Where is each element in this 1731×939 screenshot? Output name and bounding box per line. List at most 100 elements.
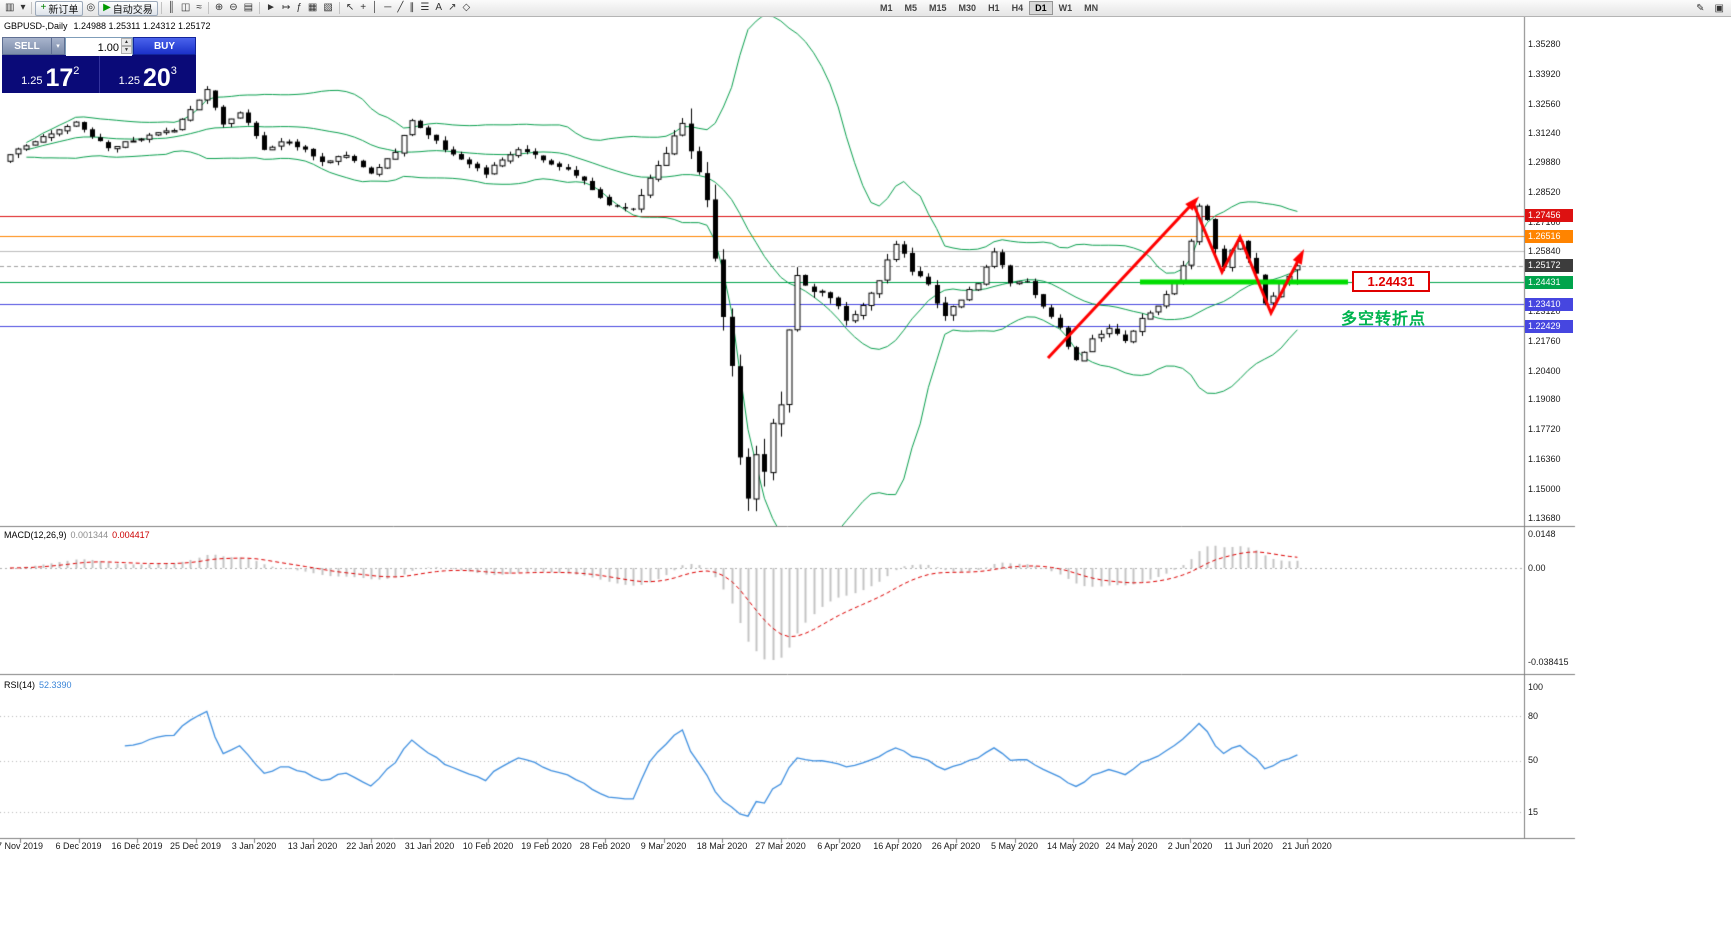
timeframe-m15[interactable]: M15 (923, 1, 953, 15)
sell-price-button[interactable]: 1.25 17 2 (2, 55, 100, 93)
date-label: 5 May 2020 (990, 841, 1039, 851)
auto-scroll-icon[interactable]: ► (263, 1, 279, 16)
timeframe-m5[interactable]: M5 (899, 1, 924, 15)
macd-indicator-label: MACD(12,26,9) 0.001344 0.004417 (4, 530, 150, 540)
fibonacci-icon[interactable]: ☰ (417, 1, 432, 16)
volume-field: ▲ ▼ (65, 37, 133, 56)
crosshair-icon[interactable]: + (357, 1, 369, 16)
edit-toolbar-icon: ✎ (1696, 2, 1705, 14)
date-label: 9 Mar 2020 (640, 841, 687, 851)
timeframe-toolbar: M1 M5 M15 M30 H1 H4 D1 W1 MN (874, 1, 1104, 15)
timeframe-m30[interactable]: M30 (953, 1, 983, 15)
chevron-down-icon: ▾ (56, 43, 60, 50)
macd-scale-label: 0.00 (1528, 563, 1546, 573)
date-label: 16 Dec 2019 (111, 841, 163, 851)
price-tag: 1.25172 (1525, 259, 1573, 273)
order-options-button[interactable]: ▾ (52, 37, 65, 55)
edit-toolbar-icon[interactable]: ✎ (1693, 1, 1707, 16)
timeframe-h4[interactable]: H4 (1006, 1, 1030, 15)
cursor-icon[interactable]: ↖ (343, 1, 357, 16)
rsi-scale-label: 80 (1528, 711, 1539, 721)
new-order-button-label: 新订单 (48, 4, 79, 16)
timeframe-m1[interactable]: M1 (874, 1, 899, 15)
zoom-in-icon[interactable]: ⊕ (212, 1, 226, 16)
price-axis-label: 1.32560 (1528, 98, 1561, 109)
date-label: 11 Jun 2020 (1224, 841, 1273, 851)
horizontal-line-icon: ─ (384, 2, 392, 13)
text-tool-icon[interactable]: A (432, 1, 445, 16)
turning-point-annotation[interactable]: 多空转折点 (1341, 311, 1427, 328)
sell-button[interactable]: SELL (2, 37, 52, 55)
bar-chart-icon: ║ (167, 2, 175, 13)
date-label: 14 May 2020 (1046, 841, 1100, 851)
horizontal-line-icon[interactable]: ─ (381, 1, 394, 16)
zoom-out-icon: ⊖ (229, 2, 238, 13)
trendline-icon[interactable]: ╱ (394, 1, 406, 16)
candlestick-chart-icon[interactable]: ◫ (178, 1, 193, 16)
rsi-value: 52.3390 (39, 680, 72, 690)
price-level-callout[interactable]: 1.24431 (1352, 271, 1430, 292)
date-label: 7 Nov 2019 (0, 841, 44, 851)
buy-price-pip: 3 (170, 65, 177, 77)
line-chart-icon[interactable]: ≈ (193, 1, 205, 16)
panels-icon[interactable]: ▣ (1712, 1, 1727, 16)
indicators-icon[interactable]: ƒ (293, 1, 305, 16)
shapes-icon[interactable]: ◇ (459, 1, 473, 16)
rsi-scale-label: 15 (1528, 807, 1539, 817)
new-order-button[interactable]: + 新订单 (35, 0, 84, 16)
shapes-icon: ◇ (462, 2, 471, 13)
price-axis-label: 1.13680 (1528, 512, 1561, 523)
timeframe-w1[interactable]: W1 (1053, 1, 1079, 15)
price-axis-label: 1.16360 (1528, 454, 1561, 465)
chart-title: GBPUSD-,Daily 1.24988 1.25311 1.24312 1.2… (4, 21, 210, 31)
timeframe-h1[interactable]: H1 (982, 1, 1006, 15)
tile-windows-icon[interactable]: ▤ (241, 1, 256, 16)
one-click-controls: SELL ▾ ▲ ▼ BUY (2, 37, 196, 56)
templates-icon[interactable]: ▧ (320, 1, 335, 16)
macd-main-value: 0.001344 (70, 530, 109, 540)
chart-profiles-chevron-icon[interactable]: ▾ (17, 1, 28, 16)
date-label: 16 Apr 2020 (873, 841, 922, 851)
price-tag: 1.23410 (1525, 297, 1573, 311)
indicators-icon: ƒ (296, 2, 302, 13)
date-label: 19 Feb 2020 (521, 841, 572, 851)
fibonacci-icon: ☰ (420, 2, 430, 13)
objects-list-icon[interactable]: ▦ (305, 1, 320, 16)
price-axis-label: 1.25840 (1528, 246, 1561, 257)
buy-button[interactable]: BUY (133, 37, 196, 55)
price-tag: 1.24431 (1525, 275, 1573, 289)
vertical-line-icon[interactable]: │ (369, 1, 381, 16)
toolbar-separator (160, 2, 162, 14)
bar-chart-icon[interactable]: ║ (165, 1, 178, 16)
zoom-out-icon[interactable]: ⊖ (226, 1, 240, 16)
trendline-icon: ╱ (397, 2, 404, 13)
spinner-down-icon[interactable]: ▼ (121, 46, 132, 54)
arrow-tool-icon[interactable]: ↗ (445, 1, 459, 16)
toolbar-separator (338, 2, 340, 14)
toolbar-separator (31, 2, 33, 14)
buy-price-big: 20 (142, 64, 171, 92)
arrow-tool-icon: ↗ (448, 2, 457, 13)
date-label: 21 Jun 2020 (1282, 841, 1332, 851)
buy-price-prefix: 1.25 (118, 75, 140, 87)
tile-windows-icon: ▤ (243, 2, 254, 13)
timeframe-mn[interactable]: MN (1078, 1, 1104, 15)
buy-price-button[interactable]: 1.25 20 3 (99, 55, 196, 93)
spinner-up-icon[interactable]: ▲ (121, 38, 132, 46)
toolbar-separator (207, 2, 209, 14)
equidistant-channel-icon[interactable]: ∥ (406, 1, 417, 16)
macd-signal-value: 0.004417 (112, 530, 150, 540)
autotrading-button[interactable]: ▶ 自动交易 (98, 0, 158, 16)
price-axis-label: 1.35280 (1528, 39, 1561, 49)
expert-advisors-icon[interactable]: ◎ (83, 1, 98, 16)
price-axis-label: 1.29880 (1528, 157, 1561, 168)
chart-shift-icon[interactable]: ↦ (279, 1, 293, 16)
price-tag: 1.27456 (1525, 209, 1573, 223)
price-axis-label: 1.20400 (1528, 365, 1561, 376)
date-label: 2 Jun 2020 (1167, 841, 1213, 851)
new-chart-icon[interactable]: ▥ (2, 1, 17, 16)
timeframe-d1[interactable]: D1 (1029, 1, 1053, 15)
volume-input[interactable] (66, 40, 132, 56)
